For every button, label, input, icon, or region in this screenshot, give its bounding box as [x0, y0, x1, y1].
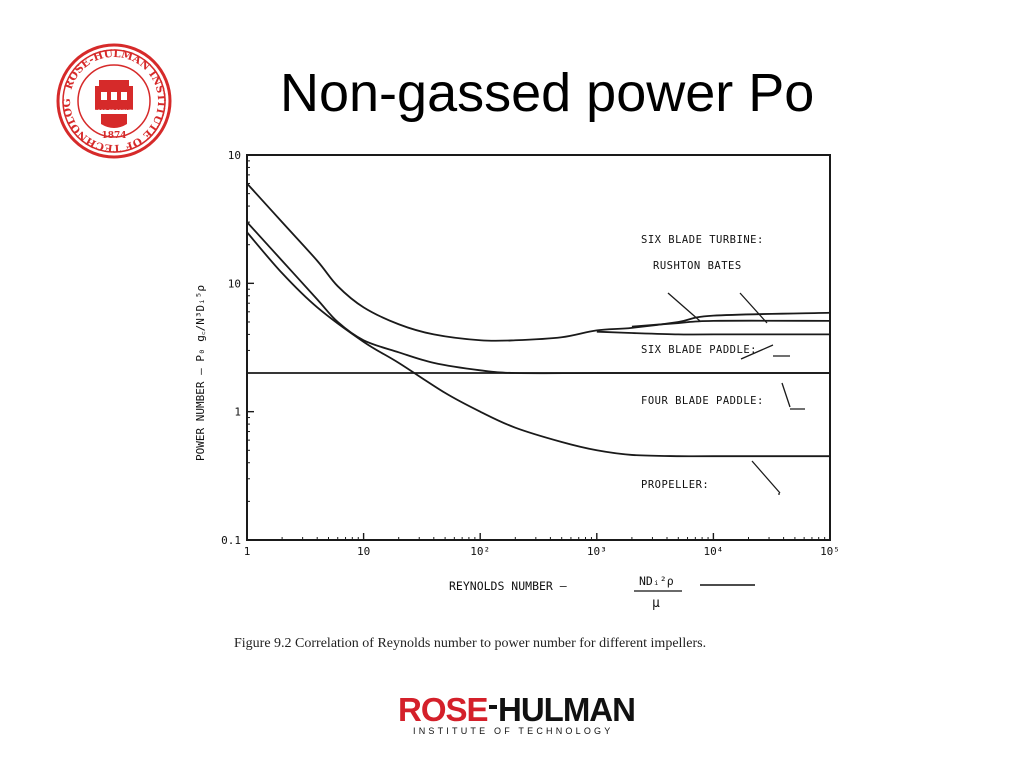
figure-caption: Figure 9.2 Correlation of Reynolds numbe… [234, 636, 707, 651]
svg-text:ROSE: ROSE [398, 691, 488, 728]
series-label-six-blade-turbine: RUSHTON BATES [653, 260, 742, 272]
label-leaders [667, 292, 805, 495]
x-tick-label: 10⁵ [820, 545, 840, 558]
series-line-rushton [631, 319, 831, 328]
x-axis-label: REYNOLDS NUMBER – [449, 579, 567, 593]
y-axis-label: POWER NUMBER – P₀ g꜀/N³Dᵢ⁵ρ [194, 285, 207, 461]
label-leader-line [740, 344, 790, 360]
series-line-six-blade-turbine [246, 182, 831, 342]
university-seal-logo: ROSE-HULMAN INSTITUTE OF TECHNOLOGY LABO… [55, 42, 172, 159]
plot-frame [246, 154, 831, 541]
label-leader-line [781, 382, 805, 410]
x-tick-label: 1 [244, 545, 251, 558]
svg-text:LABOR ET SCIENTIA: LABOR ET SCIENTIA [92, 109, 137, 115]
y-tick-label: 1 [234, 406, 241, 419]
series-line-propeller [246, 231, 830, 458]
x-tick-label: 10² [470, 545, 490, 558]
x-axis-label-numerator: NDᵢ²ρ [639, 574, 674, 588]
rose-hulman-logo: ROSE HULMAN INSTITUTE OF TECHNOLOGY [398, 691, 636, 736]
x-tick-label: 10 [357, 545, 370, 558]
svg-text:1874: 1874 [101, 131, 126, 141]
svg-text:INSTITUTE OF TECHNOLOGY: INSTITUTE OF TECHNOLOGY [413, 726, 613, 736]
x-tick-label: 10⁴ [703, 545, 723, 558]
label-leader-line [739, 292, 768, 324]
slide-title: Non-gassed power Po [280, 63, 815, 123]
label-leader-line [751, 460, 781, 495]
series-label-four-blade-paddle: FOUR BLADE PADDLE: [641, 395, 764, 407]
x-axis-label-denominator: μ [652, 596, 660, 610]
label-leader-line [667, 292, 701, 322]
series-label-six-blade-paddle: SIX BLADE PADDLE: [641, 344, 757, 356]
series-lines [246, 182, 831, 458]
series-label-six-blade-turbine: SIX BLADE TURBINE: [641, 234, 764, 246]
x-tick-label: 10³ [587, 545, 607, 558]
series-label-propeller: PROPELLER: [641, 479, 709, 491]
plot-frame-rect [246, 154, 831, 541]
y-tick-label: 0.1 [221, 534, 241, 547]
series-labels: SIX BLADE TURBINE: RUSHTON BATES SIX BLADE… [641, 234, 764, 491]
series-line-bates [596, 330, 830, 336]
y-tick-label: 10 [228, 277, 241, 290]
svg-text:HULMAN: HULMAN [498, 691, 635, 728]
y-tick-label: 10 [228, 149, 241, 162]
